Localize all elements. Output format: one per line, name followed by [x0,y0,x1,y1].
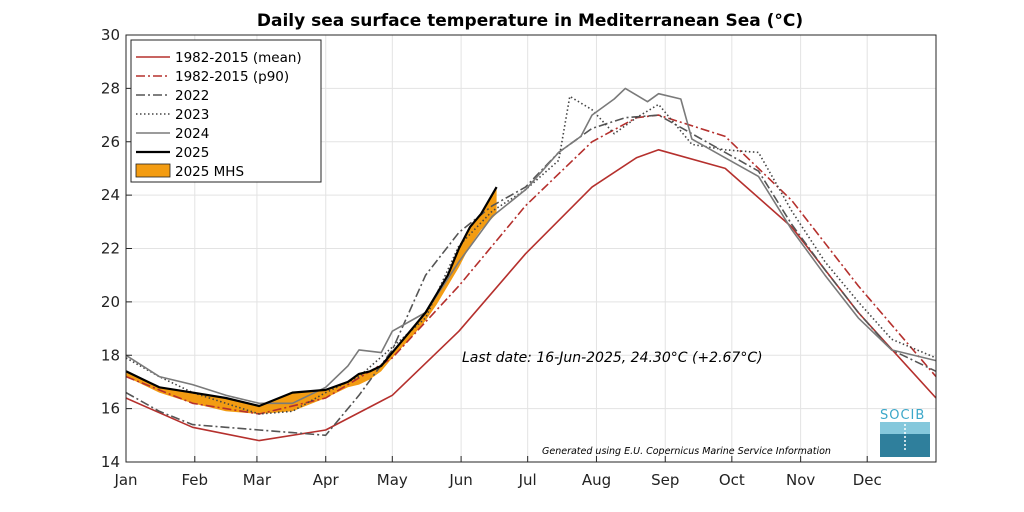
legend-label: 1982-2015 (mean) [175,50,302,66]
series-2025 [125,186,498,408]
legend: 1982-2015 (mean) 1982-2015 (p90) 2022 2023 2… [130,39,322,183]
x-tick-label: May [377,471,408,489]
series-2022 [125,114,937,437]
x-tick-label: Jun [448,471,472,489]
y-tick-label: 30 [101,26,120,44]
legend-box [130,39,322,183]
x-tick-label: Feb [182,471,209,489]
x-tick-label: Nov [786,471,815,489]
x-tick-label: Mar [243,471,272,489]
legend-swatch [135,163,171,178]
socib-logo: SOCIB [880,408,930,457]
series-1982-2015-mean [125,149,937,442]
x-tick-label: Sep [651,471,679,489]
series-1982-2015-p90 [125,114,937,415]
x-tick-label: Dec [853,471,882,489]
legend-label: 2023 [175,107,209,123]
series-layer [125,87,937,442]
y-tick-label: 20 [101,293,120,311]
y-tick-label: 16 [101,400,120,418]
y-tick-label: 14 [101,453,120,471]
last-date-annotation: Last date: 16-Jun-2025, 24.30°C (+2.67°C… [462,350,763,366]
series-2024 [125,87,937,405]
y-tick-label: 26 [101,133,120,151]
x-tick-label: Aug [582,471,611,489]
legend-label: 2025 [175,145,209,161]
y-tick-label: 24 [101,186,120,204]
legend-label: 1982-2015 (p90) [175,69,289,85]
x-tick-label: Oct [719,471,745,489]
x-tick-label: Apr [313,471,340,489]
x-tick-label: Jul [518,471,537,489]
legend-label: 2022 [175,88,209,104]
legend-label: 2024 [175,126,209,142]
series-2023 [125,95,937,415]
chart-title: Daily sea surface temperature in Mediter… [257,11,803,31]
y-tick-label: 22 [101,240,120,258]
x-tick-label: Jan [113,471,137,489]
legend-label: 2025 MHS [175,164,244,180]
y-tick-label: 28 [101,79,120,97]
copernicus-credit: Generated using E.U. Copernicus Marine S… [542,446,831,457]
y-tick-label: 18 [101,346,120,364]
socib-logo-text: SOCIB [880,408,925,423]
